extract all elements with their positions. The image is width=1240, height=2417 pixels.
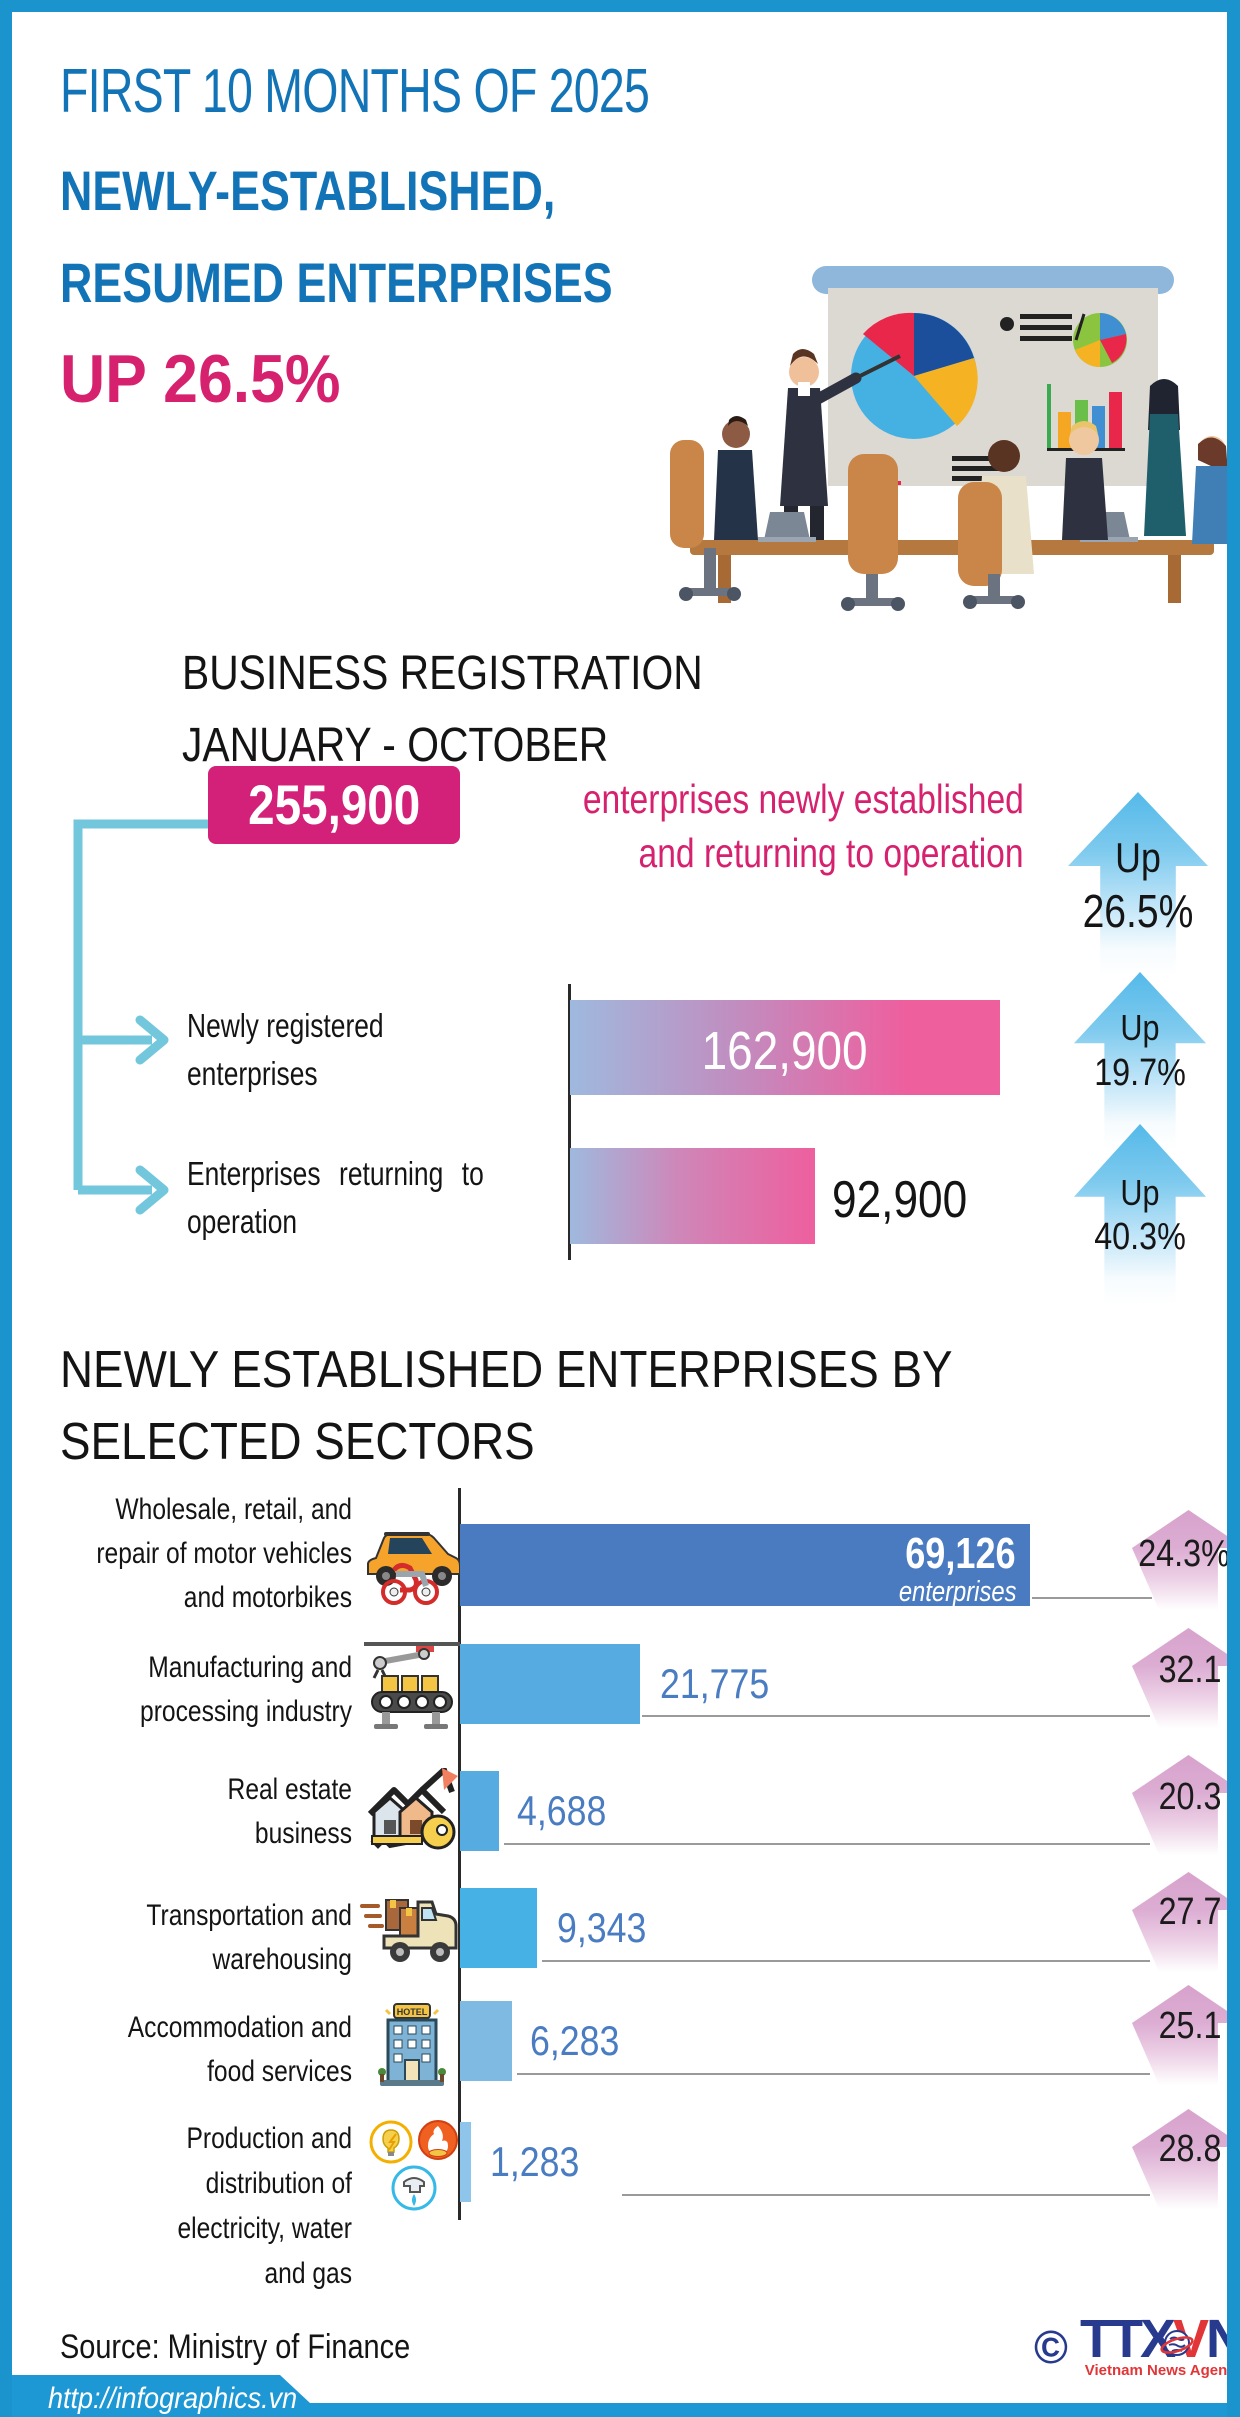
registration-heading: BUSINESS REGISTRATION JANUARY - OCTOBER xyxy=(182,647,703,772)
up-arrow-returning-word: Up xyxy=(1120,1172,1160,1213)
total-value-box: 255,900 xyxy=(208,766,460,844)
title-line3: RESUMED ENTERPRISES xyxy=(60,251,613,314)
copyright-symbol: © xyxy=(1034,2321,1068,2373)
up-arrow-total-value: 26.5% xyxy=(1082,885,1194,937)
bar-wholesale-value: 69,126 enterprises xyxy=(898,1529,1016,1609)
bar-accommodation-value: 6,283 xyxy=(530,2017,620,2064)
sectors-axis xyxy=(458,1488,461,2220)
connector-line xyxy=(642,1715,1150,1717)
up-arrow-total-word: Up xyxy=(1115,834,1161,881)
row-label-newly-registered: Newly registered enterprises xyxy=(187,1007,384,1092)
yoy-value-accommodation: 25.1 xyxy=(1158,2005,1222,2047)
infographics-url[interactable]: http://infographics.vn xyxy=(48,2382,298,2415)
total-caption: enterprises newly established and return… xyxy=(582,776,1024,876)
yoy-value-realestate: 20.3 xyxy=(1158,1776,1222,1818)
yoy-value-utilities: 28.8 xyxy=(1158,2128,1222,2170)
sector-label-wholesale: Wholesale, retail, and repair of motor v… xyxy=(96,1493,353,1614)
bar-manufacturing-value: 21,775 xyxy=(660,1660,770,1707)
hotel-building-icon: HOTEL xyxy=(378,2003,446,2086)
title-line2: NEWLY-ESTABLISHED, xyxy=(60,159,556,222)
bar-transportation xyxy=(460,1888,537,1968)
connector-line xyxy=(1032,1597,1152,1599)
source-note: Source: Ministry of Finance xyxy=(60,2328,411,2366)
connector-line xyxy=(504,1843,1150,1845)
bar-returning xyxy=(570,1148,815,1244)
bar-utilities-value: 1,283 xyxy=(490,2138,580,2185)
title-highlight: UP 26.5% xyxy=(60,341,341,417)
up-arrow-returning xyxy=(1074,1124,1206,1306)
connector-line xyxy=(542,1960,1150,1962)
bar-accommodation xyxy=(460,2001,512,2081)
connector-line xyxy=(517,2073,1150,2075)
sector-label-transportation: Transportation and warehousing xyxy=(146,1899,352,1976)
page-title: FIRST 10 MONTHS OF 2025 xyxy=(60,57,650,126)
bar-newly-registered xyxy=(570,1000,1000,1095)
registration-axis xyxy=(568,984,571,1260)
connector-line xyxy=(622,2194,1150,2196)
row-label-returning: Enterprises returning to operation xyxy=(187,1155,484,1240)
up-arrow-newly-registered-word: Up xyxy=(1120,1007,1160,1048)
bar-newly-registered-value: 162,900 xyxy=(702,1021,868,1081)
bar-wholesale xyxy=(460,1524,1030,1606)
bar-returning-value: 92,900 xyxy=(832,1171,968,1229)
houses-key-icon xyxy=(367,1768,458,1850)
svg-text:HOTEL: HOTEL xyxy=(397,2007,428,2017)
sector-label-manufacturing: Manufacturing and processing industry xyxy=(140,1651,352,1728)
globe-icon xyxy=(1160,2330,1194,2356)
registration-yoy-label: Y-O-Y (%) xyxy=(1228,714,1240,882)
sectors-heading: NEWLY ESTABLISHED ENTERPRISES BY SELECTE… xyxy=(60,1341,953,1471)
meeting-illustration xyxy=(670,266,1227,611)
sector-label-realestate: Real estate business xyxy=(227,1773,352,1850)
car-motorbike-icon xyxy=(367,1532,461,1605)
bar-manufacturing xyxy=(460,1644,640,1724)
delivery-truck-icon xyxy=(360,1899,458,1962)
sectors-yoy-label: Y-O-Y (%) xyxy=(1228,1356,1240,1524)
yoy-value-wholesale: 24.3% xyxy=(1138,1533,1230,1575)
up-arrow-returning-value: 40.3% xyxy=(1094,1216,1186,1258)
bar-utilities xyxy=(460,2122,471,2202)
bracket-connector xyxy=(73,819,208,1215)
yoy-value-transportation: 27.7 xyxy=(1158,1891,1222,1933)
up-arrow-newly-registered-value: 19.7% xyxy=(1094,1052,1186,1094)
yoy-value-manufacturing: 32.1 xyxy=(1158,1649,1222,1691)
utilities-icon xyxy=(369,2120,458,2211)
bar-realestate-value: 4,688 xyxy=(517,1787,607,1834)
sector-label-utilities: Production and distribution of electrici… xyxy=(177,2122,352,2290)
footer-banner-tab xyxy=(12,2375,280,2417)
footer-banner-strip xyxy=(12,2403,1227,2417)
factory-conveyor-icon xyxy=(364,1642,460,1729)
sector-label-accommodation: Accommodation and food services xyxy=(127,2011,352,2088)
agency-name: Vietnam News Agency xyxy=(1084,2362,1240,2379)
bar-transportation-value: 9,343 xyxy=(557,1904,647,1951)
bar-realestate xyxy=(460,1771,499,1851)
